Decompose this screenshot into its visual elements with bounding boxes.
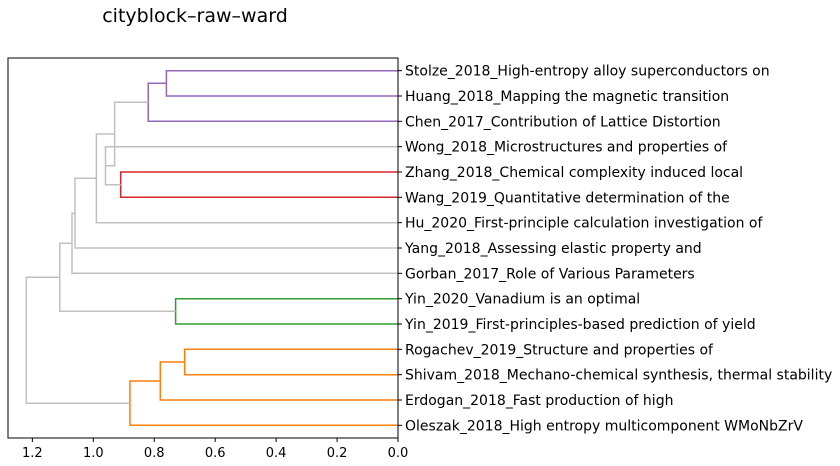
- leaf-label: Chen_2017_Contribution of Lattice Distor…: [405, 114, 721, 130]
- dendrogram-links: [25, 69, 398, 427]
- x-tick-label: 0.4: [266, 446, 287, 461]
- dendrogram-link: [119, 171, 398, 199]
- x-tick-label: 1.2: [22, 446, 43, 461]
- dendrogram-link: [59, 242, 176, 313]
- leaf-label: Hu_2020_First-principle calculation inve…: [405, 216, 763, 232]
- leaf-label: Wong_2018_Microstructures and properties…: [405, 140, 728, 156]
- leaf-label: Huang_2018_Mapping the magnetic transiti…: [405, 89, 729, 105]
- leaf-label: Yin_2020_Vanadium is an optimal: [404, 292, 640, 308]
- dendrogram-link: [174, 297, 398, 325]
- leaf-label: Zhang_2018_Chemical complexity induced l…: [405, 165, 743, 181]
- leaf-label: Yin_2019_First-principles-based predicti…: [404, 317, 756, 333]
- x-tick-label: 1.0: [83, 446, 104, 461]
- dendrogram-link: [165, 69, 398, 97]
- dendrogram-link: [159, 361, 398, 401]
- leaf-label: Stolze_2018_High-entropy alloy supercond…: [405, 64, 770, 80]
- x-axis: 1.2 1.0 0.8 0.6 0.4 0.2 0.0: [22, 438, 408, 461]
- chart-title: cityblock–raw–ward: [102, 5, 288, 27]
- dendrogram-link: [104, 145, 398, 186]
- x-tick-label: 0.6: [205, 446, 226, 461]
- dendrogram-link: [129, 380, 398, 427]
- x-tick-label: 0.2: [327, 446, 348, 461]
- leaf-label: Gorban_2017_Role of Various Parameters: [405, 266, 695, 282]
- leaf-label: Yang_2018_Assessing elastic property and: [404, 241, 702, 257]
- leaf-labels: Stolze_2018_High-entropy alloy supercond…: [398, 64, 832, 434]
- leaf-label: Shivam_2018_Mechano-chemical synthesis, …: [405, 368, 832, 384]
- leaf-label: Wang_2019_Quantitative determination of …: [405, 190, 730, 206]
- dendrogram-link: [25, 276, 130, 404]
- x-tick-label: 0.0: [388, 446, 409, 461]
- leaf-label: Erdogan_2018_Fast production of high: [405, 393, 673, 409]
- dendrogram-link: [147, 82, 398, 123]
- dendrogram-link: [74, 177, 398, 249]
- leaf-label: Rogachev_2019_Structure and properties o…: [405, 342, 714, 358]
- leaf-label: Oleszak_2018_High entropy multicomponent…: [405, 418, 803, 434]
- x-tick-label: 0.8: [144, 446, 165, 461]
- dendrogram-link: [183, 348, 398, 376]
